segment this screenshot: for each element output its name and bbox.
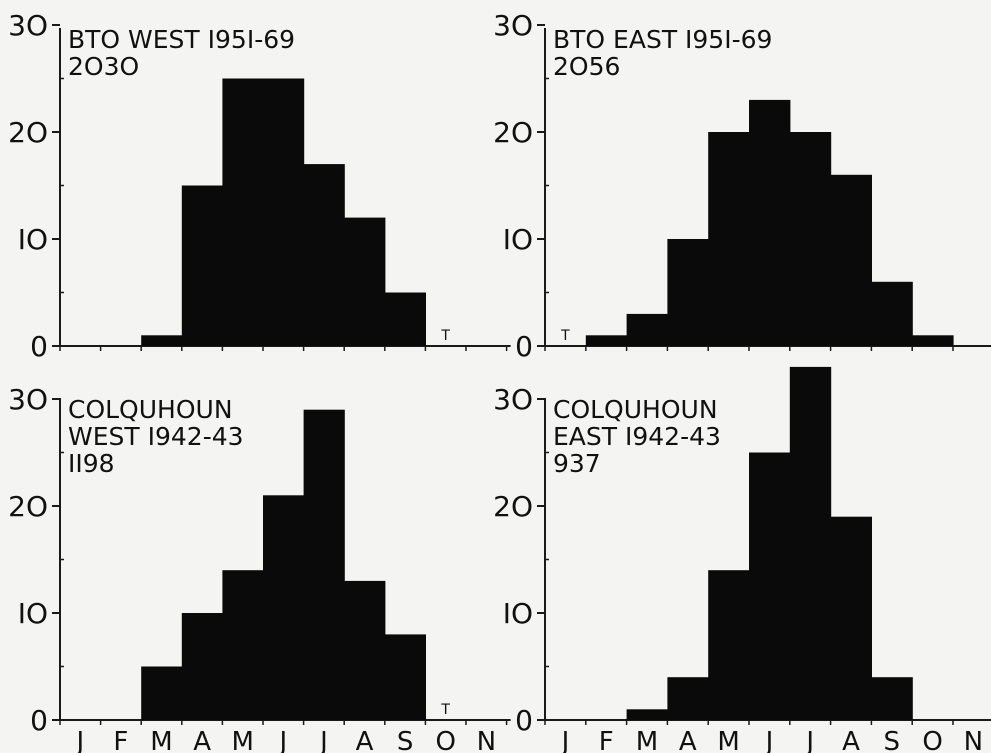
bar-a-3	[667, 677, 709, 720]
y-tick-label: 0	[515, 704, 533, 737]
bar-a-7	[830, 516, 872, 720]
panel-title-line: COLQUHOUN	[68, 395, 233, 424]
bar-o-9	[912, 335, 954, 346]
y-tick-label: 0	[30, 704, 48, 737]
y-tick-label: IO	[18, 223, 48, 256]
y-tick-label: 2O	[493, 490, 533, 523]
x-tick-label: S	[397, 727, 414, 753]
x-tick-label: N	[964, 727, 983, 753]
bar-s-8	[871, 677, 913, 720]
y-tick-label: 0	[515, 330, 533, 363]
bar-m-4	[708, 132, 750, 346]
panel-title-line: COLQUHOUN	[553, 395, 718, 424]
y-tick-label: 2O	[8, 116, 48, 149]
bar-m-2	[626, 709, 668, 720]
panel-title-line: WEST I942-43	[68, 422, 244, 451]
x-tick-label: M	[717, 727, 739, 753]
x-tick-label: J	[318, 727, 328, 753]
bar-j-5	[263, 495, 305, 720]
trace-marker: T	[440, 328, 450, 344]
x-tick-label: M	[636, 727, 658, 753]
trace-marker: T	[440, 702, 450, 718]
x-tick-label: O	[922, 727, 942, 753]
y-tick-label: 3O	[8, 9, 48, 42]
panel-title-line: BTO EAST I95I-69	[553, 25, 772, 54]
y-tick-label: IO	[503, 597, 533, 630]
y-tick-label: 2O	[493, 116, 533, 149]
panel-title-line: EAST I942-43	[553, 422, 721, 451]
bar-f-1	[585, 335, 628, 346]
y-tick-label: 2O	[8, 490, 48, 523]
bar-a-7	[344, 217, 386, 346]
bar-j-5	[749, 452, 791, 720]
bar-m-4	[708, 570, 750, 720]
bar-s-8	[871, 281, 913, 346]
bar-m-2	[626, 313, 668, 346]
x-tick-label: J	[74, 727, 84, 753]
x-tick-label: A	[842, 727, 860, 753]
bar-j-5	[263, 78, 305, 346]
x-tick-label: A	[356, 727, 374, 753]
bar-j-6	[789, 366, 832, 720]
x-tick-label: J	[277, 727, 287, 753]
x-tick-label: O	[435, 727, 455, 753]
y-tick-label: 3O	[8, 383, 48, 416]
bar-a-3	[667, 239, 709, 346]
x-tick-label: S	[884, 727, 901, 753]
x-tick-label: J	[560, 727, 570, 753]
x-tick-label: A	[679, 727, 697, 753]
panel-title-line: BTO WEST I95I-69	[68, 25, 295, 54]
bar-m-4	[222, 570, 264, 720]
x-tick-label: M	[231, 727, 253, 753]
panel-count: 937	[553, 449, 601, 478]
trace-marker: T	[560, 328, 570, 344]
y-tick-label: 3O	[493, 9, 533, 42]
y-tick-label: IO	[503, 223, 533, 256]
x-tick-label: A	[193, 727, 211, 753]
bar-j-6	[303, 164, 345, 346]
bar-a-7	[830, 174, 872, 346]
bar-a-7	[344, 580, 386, 720]
bar-m-2	[141, 666, 183, 720]
y-tick-label: 3O	[493, 383, 533, 416]
x-tick-label: M	[150, 727, 172, 753]
panel-count: II98	[68, 449, 115, 478]
bar-s-8	[384, 634, 426, 720]
x-tick-label: N	[477, 727, 496, 753]
x-tick-label: F	[599, 727, 614, 753]
bar-a-3	[181, 185, 223, 346]
x-tick-label: J	[804, 727, 814, 753]
bar-j-5	[749, 99, 791, 347]
bar-s-8	[384, 292, 426, 346]
bar-j-6	[789, 132, 832, 346]
y-tick-label: 0	[30, 330, 48, 363]
panel-count: 2O3O	[68, 52, 139, 81]
bar-m-2	[141, 335, 183, 346]
bar-j-6	[303, 409, 345, 720]
x-tick-label: J	[764, 727, 774, 753]
bar-m-4	[222, 78, 264, 346]
bar-a-3	[181, 613, 223, 720]
x-tick-label: F	[113, 727, 128, 753]
panel-count: 2O56	[553, 52, 620, 81]
y-tick-label: IO	[18, 597, 48, 630]
